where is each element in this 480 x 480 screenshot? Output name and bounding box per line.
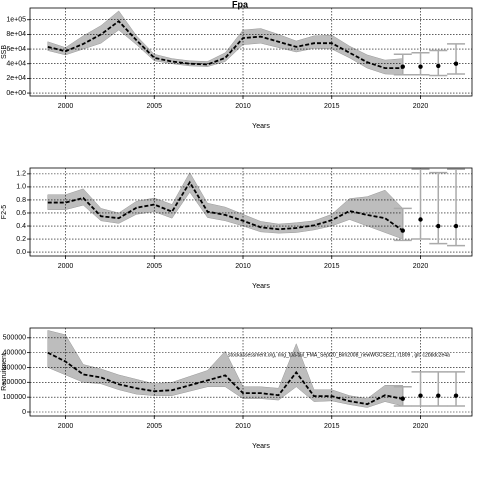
x-tick-label: 2020 [413,103,429,110]
x-tick-label: 2015 [324,423,340,430]
x-tick-label: 2010 [235,423,251,430]
annotation: stockassessment.org, ring_fpa-tail_FMA_S… [228,352,450,358]
x-tick-label: 2005 [146,103,162,110]
y-tick-label: 500000 [3,335,26,342]
plot-area [30,168,472,256]
y-tick-label: 0.2 [16,236,26,243]
x-tick-label: 2020 [413,423,429,430]
x-tick-label: 2015 [324,103,340,110]
y-tick-label: 1e+05 [6,17,26,24]
projection-point [400,396,405,401]
y-tick-label: 0.0 [16,249,26,256]
y-axis-label: Recruitment [1,353,8,391]
confidence-band [47,10,404,75]
projection-point [400,228,405,233]
projection-point [418,64,423,69]
y-tick-label: 300000 [3,364,26,371]
plot-frame [29,167,473,257]
confidence-band [47,330,404,408]
estimate-line [47,351,403,406]
projection-point [400,64,405,69]
estimate-line [47,180,404,232]
y-tick-label: 400000 [3,349,26,356]
y-axis-label: SSB [1,45,8,59]
x-tick-label: 2000 [58,263,74,270]
y-tick-label: 0e+00 [6,90,26,97]
y-tick-label: 100000 [3,394,26,401]
x-tick-label: 2015 [324,263,340,270]
x-axis-label: Years [252,283,270,290]
plot-area [30,8,472,96]
x-axis-label: Years [252,443,270,450]
x-tick-label: 2005 [146,423,162,430]
y-tick-label: 6e+04 [6,46,26,53]
x-tick-label: 2010 [235,103,251,110]
x-tick-label: 2000 [58,423,74,430]
x-axis-label: Years [252,123,270,130]
x-tick-label: 2020 [413,263,429,270]
projection-point [453,61,459,66]
y-tick-label: 1.2 [16,171,26,178]
y-tick-label: 0 [22,409,26,416]
y-tick-label: 0.6 [16,210,26,217]
x-tick-label: 2000 [58,103,74,110]
y-axis-label: F2-5 [1,205,8,220]
y-tick-label: 1.0 [16,184,26,191]
x-tick-label: 2005 [146,263,162,270]
projection-point [418,393,423,398]
y-tick-label: 8e+04 [6,31,26,38]
projection-point [436,63,441,69]
y-tick-label: 2e+04 [6,75,26,82]
chart-title: Fpa [232,0,249,9]
projection-point [453,393,459,398]
projection-point [436,223,441,229]
y-tick-label: 0.4 [16,223,26,230]
y-tick-label: 200000 [3,379,26,386]
plot-area [30,328,472,416]
projection-point [418,217,423,222]
y-tick-label: 4e+04 [6,61,26,68]
plot-frame [29,327,473,417]
y-tick-label: 0.8 [16,197,26,204]
projection-point [436,393,441,398]
projection-point [453,223,459,229]
plot-frame [29,7,473,97]
confidence-band [47,172,404,240]
x-tick-label: 2010 [235,263,251,270]
